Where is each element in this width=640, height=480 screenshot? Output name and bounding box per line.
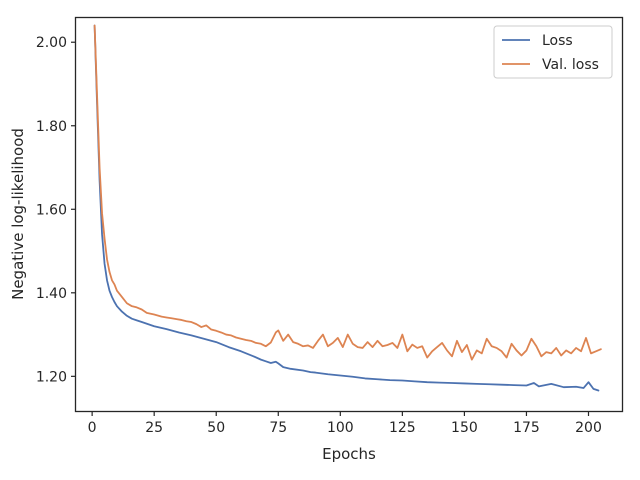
legend-label-val-loss: Val. loss: [542, 57, 599, 73]
series-line-loss: [93, 24, 600, 392]
x-tick-label: 150: [451, 420, 478, 436]
legend-box: [493, 25, 613, 79]
y-tick-label: 1.40: [36, 286, 67, 302]
x-tick-label: 75: [269, 420, 287, 436]
y-axis-label: Negative log-likelihood: [9, 128, 27, 300]
x-tick-label: 200: [575, 420, 602, 436]
y-tick-label: 1.20: [36, 369, 67, 385]
y-tick-label: 2.00: [36, 35, 67, 51]
series-line-val-loss: [93, 24, 602, 361]
plot-frame: [74, 16, 624, 413]
legend: Loss Val. loss: [493, 25, 613, 79]
x-tick-label: 25: [145, 420, 163, 436]
x-tick-label: 50: [207, 420, 225, 436]
y-tick-label: 1.80: [36, 119, 67, 135]
x-axis-label: Epochs: [322, 445, 376, 463]
x-tick-label: 100: [327, 420, 354, 436]
legend-label-loss: Loss: [542, 33, 573, 49]
x-axis: 0 25 50 75 100 125 150 175 200: [88, 411, 602, 436]
series-layer: [93, 24, 602, 392]
y-tick-label: 1.60: [36, 202, 67, 218]
x-tick-label: 125: [389, 420, 416, 436]
x-tick-label: 175: [513, 420, 540, 436]
y-axis: 1.20 1.40 1.60 1.80 2.00: [36, 35, 76, 385]
x-tick-label: 0: [88, 420, 97, 436]
